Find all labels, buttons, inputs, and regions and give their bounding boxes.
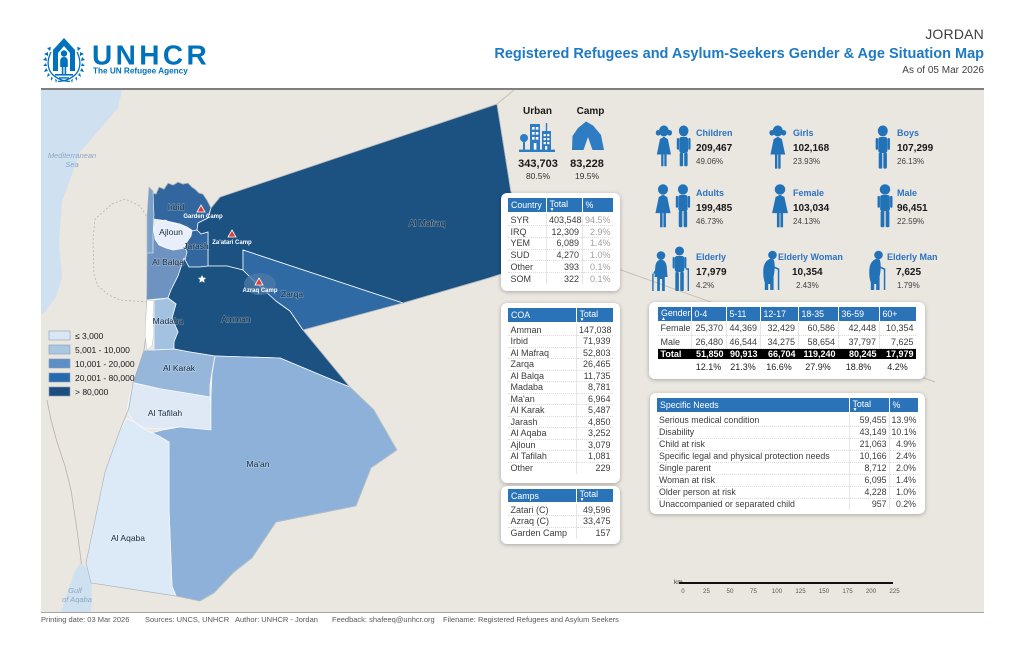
svg-text:Al Karak: Al Karak [163,363,196,373]
svg-text:150: 150 [819,588,830,595]
svg-text:> 80,000: > 80,000 [75,387,109,397]
svg-text:The UN Refugee Agency: The UN Refugee Agency [93,67,188,76]
svg-text:Garden Camp: Garden Camp [183,214,223,220]
svg-text:Ma'an: Ma'an [247,459,270,469]
svg-text:≤ 3,000: ≤ 3,000 [75,331,104,341]
svg-text:Mediterranean: Mediterranean [48,151,96,160]
svg-text:50: 50 [727,588,734,595]
svg-text:75: 75 [750,588,757,595]
svg-text:Jarash: Jarash [183,241,209,251]
svg-text:Madaba: Madaba [153,316,184,326]
svg-text:Za'atari Camp: Za'atari Camp [212,240,252,246]
svg-text:Zarqa: Zarqa [281,289,303,299]
svg-text:Irbid: Irbid [168,202,185,212]
svg-text:5,001 - 10,000: 5,001 - 10,000 [75,345,130,355]
svg-text:175: 175 [842,588,853,595]
svg-text:Al Balqa: Al Balqa [152,257,184,267]
svg-text:100: 100 [772,588,783,595]
svg-text:0: 0 [681,588,685,595]
svg-text:Al Tafilah: Al Tafilah [148,408,183,418]
svg-text:Amman: Amman [221,314,251,324]
svg-text:200: 200 [866,588,877,595]
svg-text:Azraq Camp: Azraq Camp [242,288,277,294]
svg-text:Sea: Sea [65,160,78,169]
svg-text:Gulf: Gulf [68,586,83,595]
svg-text:20,001 - 80,000: 20,001 - 80,000 [75,373,135,383]
svg-text:Al Aqaba: Al Aqaba [111,533,145,543]
svg-text:125: 125 [795,588,806,595]
svg-text:km: km [674,579,683,586]
svg-text:Ajloun: Ajloun [159,227,183,237]
svg-text:UNHCR: UNHCR [92,40,210,71]
svg-text:225: 225 [889,588,900,595]
svg-text:Al Mafraq: Al Mafraq [409,218,446,228]
svg-text:25: 25 [703,588,710,595]
svg-text:of Aqaba: of Aqaba [62,595,92,604]
svg-text:10,001 - 20,000: 10,001 - 20,000 [75,359,135,369]
